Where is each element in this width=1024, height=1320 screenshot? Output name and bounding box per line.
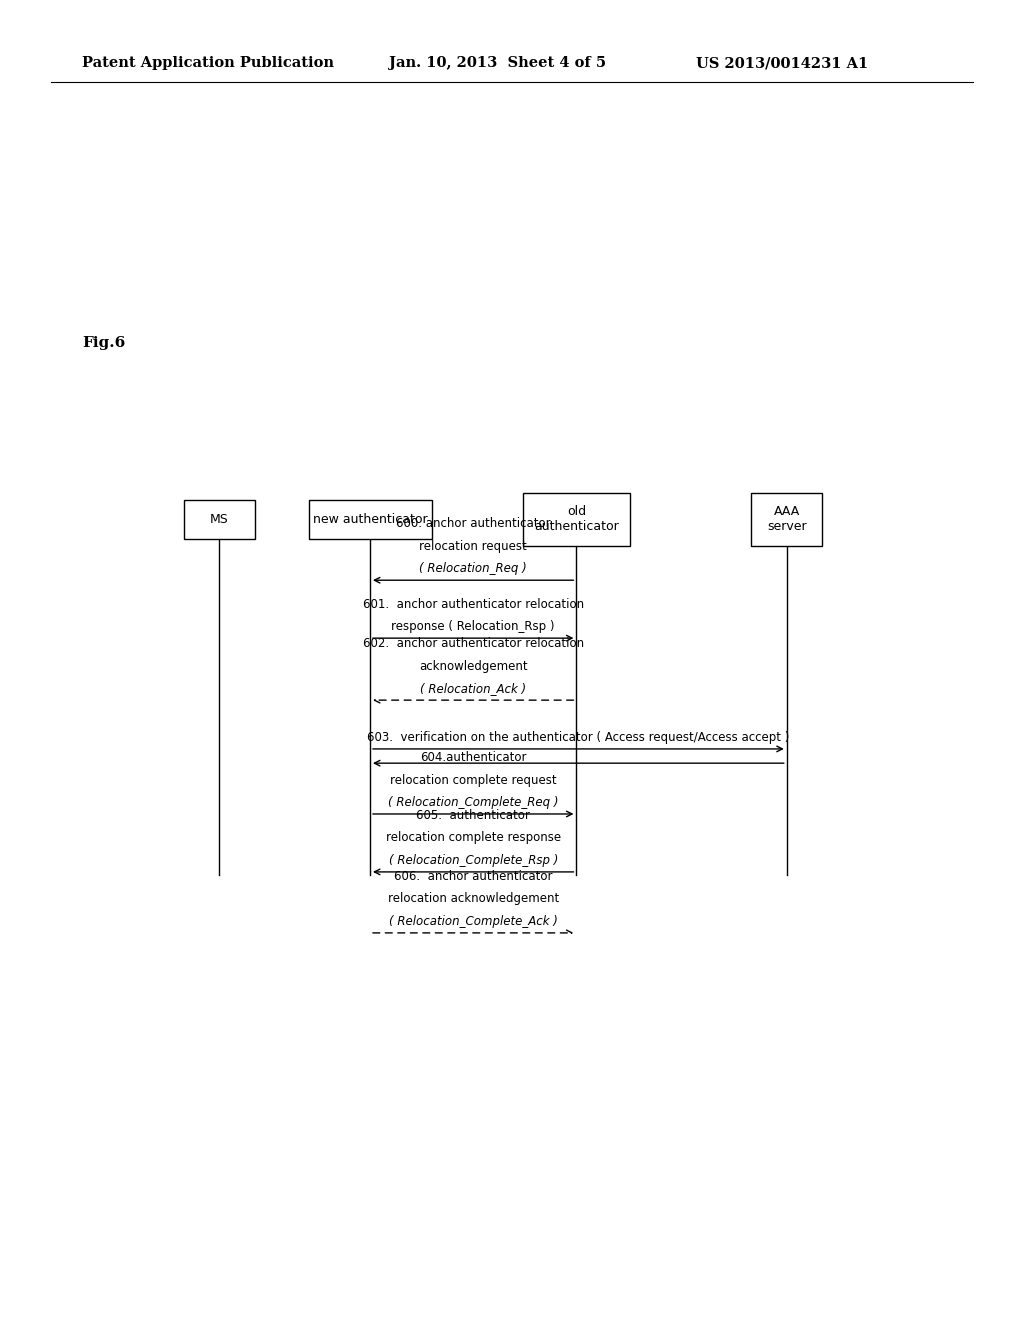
Text: relocation request: relocation request [420,540,527,553]
Text: relocation acknowledgement: relocation acknowledgement [388,892,559,906]
Text: relocation complete response: relocation complete response [386,832,561,845]
Text: ( Relocation_Complete_Req ): ( Relocation_Complete_Req ) [388,796,558,809]
Text: Jan. 10, 2013  Sheet 4 of 5: Jan. 10, 2013 Sheet 4 of 5 [389,57,606,70]
Text: ( Relocation_Ack ): ( Relocation_Ack ) [420,682,526,696]
Text: 600. anchor authenticator: 600. anchor authenticator [396,517,551,531]
Text: ( Relocation_Complete_Ack ): ( Relocation_Complete_Ack ) [389,915,558,928]
Text: new authenticator: new authenticator [312,512,427,525]
FancyBboxPatch shape [183,500,255,539]
Text: AAA
server: AAA server [767,506,807,533]
Text: old
authenticator: old authenticator [534,506,618,533]
Text: ( Relocation_Req ): ( Relocation_Req ) [420,562,527,576]
Text: 601.  anchor authenticator relocation: 601. anchor authenticator relocation [362,598,584,611]
Text: 602.  anchor authenticator relocation: 602. anchor authenticator relocation [362,638,584,651]
Text: Patent Application Publication: Patent Application Publication [82,57,334,70]
Text: 605.  authenticator: 605. authenticator [417,809,530,822]
Text: MS: MS [210,512,228,525]
FancyBboxPatch shape [308,500,431,539]
Text: 604.authenticator: 604.authenticator [420,751,526,764]
Text: relocation complete request: relocation complete request [390,774,556,787]
Text: 606.  anchor authenticator: 606. anchor authenticator [394,870,553,883]
Text: 603.  verification on the authenticator ( Access request/Access accept ): 603. verification on the authenticator (… [368,731,790,744]
Text: ( Relocation_Complete_Rsp ): ( Relocation_Complete_Rsp ) [388,854,558,867]
Text: US 2013/0014231 A1: US 2013/0014231 A1 [696,57,868,70]
Text: acknowledgement: acknowledgement [419,660,527,673]
Text: response ( Relocation_Rsp ): response ( Relocation_Rsp ) [391,620,555,634]
FancyBboxPatch shape [751,492,822,545]
FancyBboxPatch shape [523,492,630,545]
Text: Fig.6: Fig.6 [82,337,125,350]
